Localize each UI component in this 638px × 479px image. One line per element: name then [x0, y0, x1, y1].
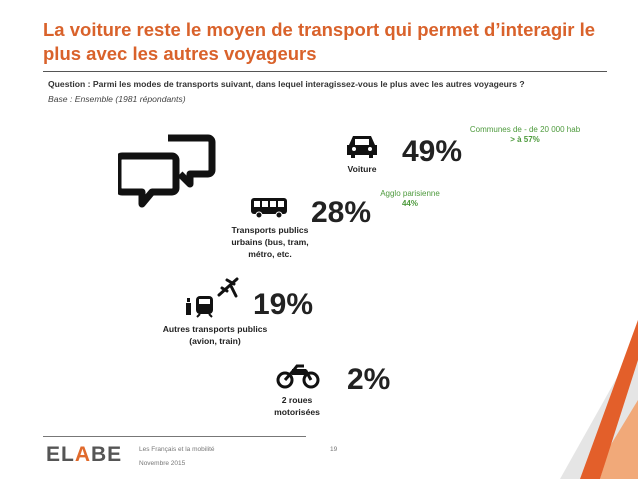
survey-base: Base : Ensemble (1981 répondants) — [48, 94, 186, 104]
item-value-transports-urbains: 28% — [311, 196, 372, 229]
item-label-transports-urbains: Transports publics urbains (bus, tram, m… — [231, 225, 309, 259]
item-label-autres-transports: Autres transports publics (avion, train) — [162, 324, 268, 346]
footer-divider — [43, 436, 306, 437]
bus-icon — [251, 198, 287, 219]
footer-date: Novembre 2015 — [139, 460, 186, 467]
motorcycle-icon — [276, 364, 320, 389]
annotation-communes: Communes de - de 20 000 hab > à 57% — [469, 125, 581, 144]
page-number: 19 — [330, 446, 338, 453]
page-title: La voiture reste le moyen de transport q… — [43, 19, 596, 64]
plane-icon — [217, 277, 239, 298]
title-divider — [43, 71, 607, 72]
footer-study: Les Français et la mobilité — [139, 446, 215, 453]
survey-question: Question : Parmi les modes de transports… — [48, 79, 525, 89]
car-icon — [347, 136, 377, 158]
annotation-agglo: Agglo parisienne 44% — [380, 189, 440, 208]
item-label-deux-roues: 2 roues motorisées — [274, 395, 320, 417]
speech-bubbles-icon — [118, 134, 216, 208]
brand-a-graphic — [560, 320, 638, 479]
elabe-logo: ELABE — [46, 443, 123, 466]
item-value-deux-roues: 2% — [347, 363, 391, 396]
item-label-voiture: Voiture — [347, 164, 377, 174]
item-value-voiture: 49% — [402, 135, 463, 168]
train-icon — [186, 296, 213, 318]
item-value-autres-transports: 19% — [253, 288, 314, 321]
